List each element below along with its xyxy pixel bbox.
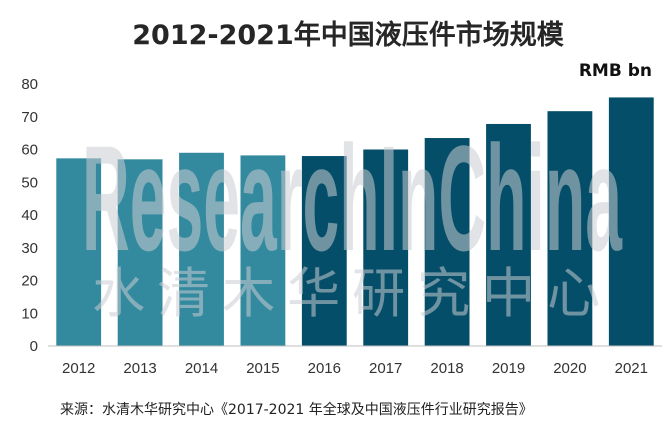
x-tick-label: 2015: [246, 360, 279, 377]
y-tick-label: 70: [21, 109, 38, 126]
bar-2020: [547, 111, 593, 347]
watermark-english: ResearchInChina: [82, 114, 623, 282]
x-tick-label: 2014: [185, 360, 218, 377]
x-tick-label: 2021: [615, 360, 648, 377]
source-note: 来源：水清木华研究中心《2017-2021 年全球及中国液压件行业研究报告》: [60, 401, 533, 418]
bar-2018: [424, 138, 470, 346]
y-tick-label: 20: [21, 273, 38, 290]
y-tick-label: 0: [30, 338, 38, 355]
y-axis: 0 10 20 30 40 50 60 70 80: [21, 76, 38, 355]
x-tick-label: 2020: [553, 360, 586, 377]
watermark: ResearchInChina 水清木华研究中心: [82, 114, 623, 325]
y-tick-label: 60: [21, 142, 38, 159]
x-tick-label: 2019: [492, 360, 525, 377]
bar-2015: [240, 155, 286, 346]
y-tick-label: 50: [21, 174, 38, 191]
bar-group: [56, 97, 654, 347]
x-tick-label: 2013: [123, 360, 156, 377]
bar-2021: [608, 97, 654, 347]
chart-title: 2012-2021年中国液压件市场规模: [132, 19, 564, 51]
x-tick-label: 2016: [308, 360, 341, 377]
x-axis: 2012 2013 2014 2015 2016 2017 2018 2019 2020 2021: [62, 360, 648, 377]
bar-2012: [56, 158, 102, 346]
y-tick-label: 40: [21, 207, 38, 224]
x-tick-label: 2017: [369, 360, 402, 377]
bar-2016: [301, 156, 347, 346]
y-tick-label: 10: [21, 305, 38, 322]
y-tick-label: 80: [21, 76, 38, 93]
bar-2019: [486, 123, 531, 346]
x-tick-label: 2018: [430, 360, 463, 377]
bar-2013: [117, 159, 163, 346]
unit-label: RMB bn: [579, 61, 652, 81]
y-tick-label: 30: [21, 240, 38, 257]
watermark-chinese: 水清木华研究中心: [92, 262, 612, 325]
x-tick-label: 2012: [62, 360, 95, 377]
bar-2017: [363, 149, 409, 346]
bar-2014: [179, 152, 224, 346]
